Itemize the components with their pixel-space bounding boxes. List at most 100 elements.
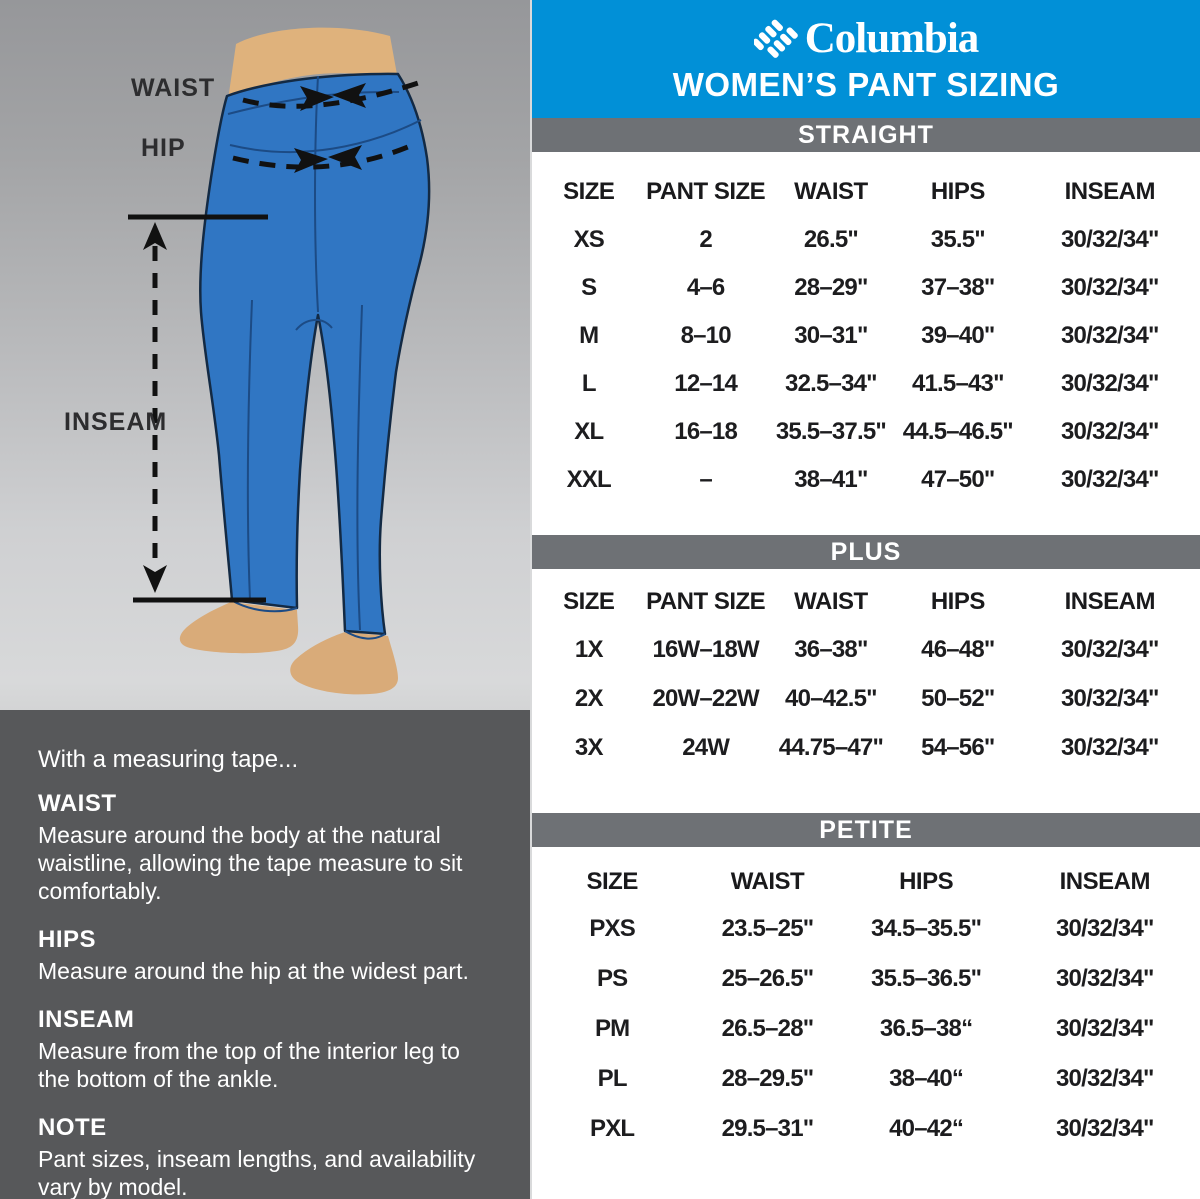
table-cell: 36–38" (794, 635, 868, 663)
instruction-heading: HIPS (38, 926, 97, 953)
instruction-text-line: vary by model. (38, 1174, 188, 1199)
table-cell: PXL (590, 1115, 635, 1142)
table-cell: 30/32/34" (1055, 965, 1154, 992)
waist-dashed-line (242, 79, 422, 109)
table-cell: 25–26.5" (721, 965, 815, 992)
table-row: S 4–6 28–29" 37–38" 30/32/34" (532, 264, 1200, 312)
instruction-note: NOTE Pant sizes, inseam lengths, and ava… (38, 1114, 504, 1199)
instruction-heading: WAIST (38, 790, 117, 817)
table-cell: 30/32/34" (1060, 418, 1159, 445)
table-cell: 30/32/34" (1060, 274, 1159, 301)
column-header: WAIST (794, 588, 868, 615)
column-header: INSEAM (1064, 178, 1156, 205)
measurement-annotations (128, 79, 422, 603)
table-cell: 28–29.5" (721, 1065, 815, 1092)
table-cell: 36.5–38“ (879, 1015, 973, 1042)
instruction-text-line: Measure around the body at the natural (38, 822, 441, 848)
table-cell: PXS (589, 915, 635, 942)
table-row: PXS 23.5–25" 34.5–35.5" 30/32/34" (532, 904, 1200, 954)
table-cell: 23.5–25" (721, 915, 815, 942)
table-cell: 35.5" (930, 226, 986, 253)
table-cell: 38–40“ (889, 1065, 964, 1092)
column-header: HIPS (930, 588, 986, 615)
hip-dashed-line (232, 141, 416, 170)
table-cell: PL (597, 1065, 628, 1092)
columbia-wordmark: Columbia (804, 14, 980, 62)
instruction-heading: NOTE (38, 1114, 107, 1141)
section-bar-straight: STRAIGHT (532, 118, 1200, 152)
front-foot-shape (179, 602, 299, 654)
table-cell: 26.5" (803, 226, 859, 253)
table-cell: S (581, 274, 597, 301)
table-cell: 35.5–36.5" (871, 965, 982, 992)
brand-header: Columbia WOMEN’S PANT SIZING (532, 0, 1200, 118)
instruction-heading: INSEAM (38, 1006, 135, 1033)
instruction-text-line: Measure from the top of the interior leg… (38, 1038, 460, 1064)
waist-arrow-left (332, 83, 366, 108)
section-bar-petite: PETITE (532, 813, 1200, 847)
table-cell: 44.5–46.5" (902, 418, 1014, 445)
table-cell: 30/32/34" (1060, 322, 1159, 349)
instruction-hips: HIPS Measure around the hip at the wides… (38, 926, 504, 985)
table-cell: 34.5–35.5" (871, 915, 982, 942)
table-cell: 30/32/34" (1060, 226, 1159, 253)
sizing-tables-panel: Columbia WOMEN’S PANT SIZING STRAIGHT SI… (530, 0, 1200, 1199)
inseam-arrow-up (143, 222, 167, 250)
instructions-intro: With a measuring tape... (38, 746, 299, 773)
pants-shape (199, 72, 431, 636)
table-row: PM 26.5–28" 36.5–38“ 30/32/34" (532, 1004, 1200, 1054)
column-header: SIZE (586, 867, 638, 895)
table-cell: 32.5–34" (785, 370, 878, 397)
waist-arrow-right (300, 86, 334, 111)
table-row: 1X 16W–18W 36–38" 46–48" 30/32/34" (532, 625, 1200, 674)
table-cell: 2X (574, 684, 604, 712)
table-cell: 1X (574, 635, 604, 663)
table-cell: 30/32/34" (1055, 915, 1154, 942)
table-cell: 40–42.5" (785, 684, 878, 712)
table-cell: 44.75–47" (778, 733, 884, 761)
table-cell: 4–6 (686, 274, 725, 301)
measurement-diagram: WAIST HIP INSEAM (0, 0, 530, 710)
table-row: PL 28–29.5" 38–40“ 30/32/34" (532, 1054, 1200, 1104)
table-cell: 2 (699, 226, 712, 253)
table-row: 3X 24W 44.75–47" 54–56" 30/32/34" (532, 723, 1200, 772)
table-row: L 12–14 32.5–34" 41.5–43" 30/32/34" (532, 360, 1200, 408)
column-header: PANT SIZE (646, 178, 766, 205)
table-cell: 29.5–31" (721, 1115, 815, 1142)
column-header: INSEAM (1059, 867, 1151, 895)
table-cell: M (579, 322, 599, 349)
table-cell: 3X (574, 733, 604, 761)
table-cell: 40–42“ (889, 1115, 964, 1142)
table-cell: XL (574, 418, 604, 445)
inseam-arrow-down (143, 565, 167, 593)
plus-table-header: SIZE PANT SIZE WAIST HIPS INSEAM (532, 579, 1200, 625)
table-cell: 41.5–43" (911, 370, 1005, 397)
table-cell: 50–52" (921, 684, 995, 712)
pants-illustration (128, 27, 431, 695)
hip-diagram-label: HIP (141, 134, 186, 162)
table-cell: 30/32/34" (1060, 466, 1159, 493)
table-cell: XS (573, 226, 605, 253)
instruction-text-line: Measure around the hip at the widest par… (38, 958, 469, 984)
table-cell: L (581, 370, 597, 397)
table-row: PS 25–26.5" 35.5–36.5" 30/32/34" (532, 954, 1200, 1004)
column-header: INSEAM (1064, 588, 1156, 615)
table-row: M 8–10 30–31" 39–40" 30/32/34" (532, 312, 1200, 360)
table-cell: 46–48" (921, 635, 995, 663)
column-header: SIZE (563, 588, 615, 615)
page-title: WOMEN’S PANT SIZING (672, 66, 1060, 103)
table-row: XL 16–18 35.5–37.5" 44.5–46.5" 30/32/34" (532, 408, 1200, 456)
column-header: HIPS (899, 867, 954, 895)
table-cell: 30/32/34" (1060, 635, 1159, 663)
columbia-gem-icon (753, 19, 798, 58)
inseam-diagram-label: INSEAM (64, 408, 168, 436)
straight-table-header: SIZE PANT SIZE WAIST HIPS INSEAM (532, 168, 1200, 216)
table-cell: 30/32/34" (1055, 1015, 1154, 1042)
table-cell: 8–10 (680, 322, 732, 349)
table-cell: 26.5–28" (721, 1015, 815, 1042)
table-row: XS 2 26.5" 35.5" 30/32/34" (532, 216, 1200, 264)
column-header: WAIST (730, 867, 805, 895)
table-cell: 24W (682, 733, 730, 761)
table-cell: 54–56" (921, 733, 995, 761)
